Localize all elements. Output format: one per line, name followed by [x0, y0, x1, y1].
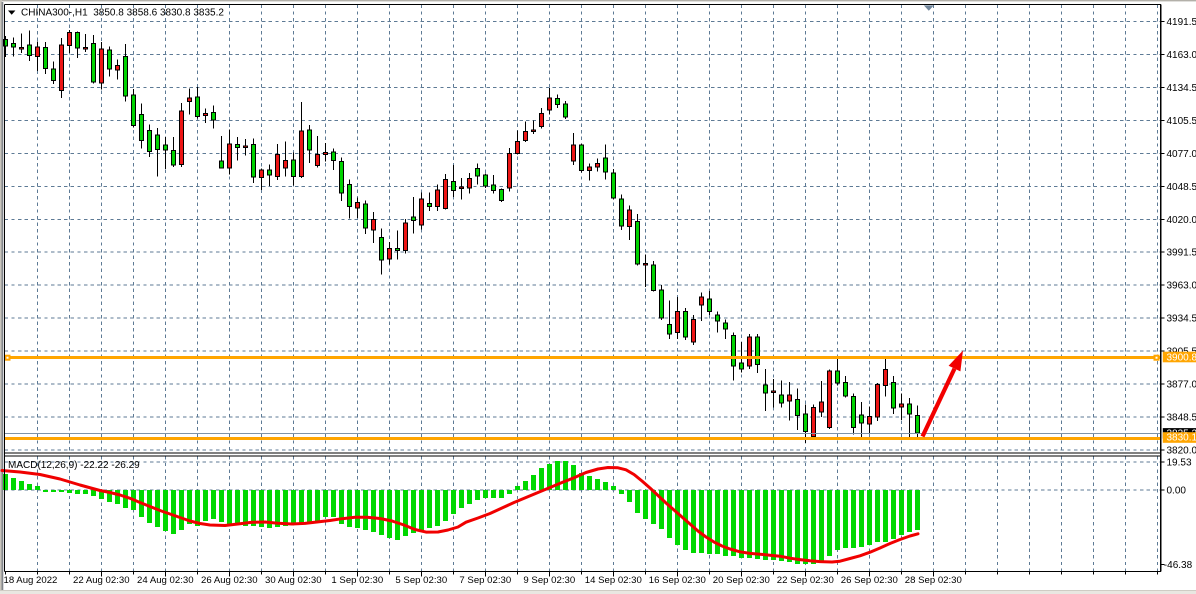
svg-text:4077.0: 4077.0	[1167, 149, 1196, 160]
svg-text:22 Sep 02:30: 22 Sep 02:30	[777, 575, 834, 586]
svg-text:28 Sep 02:30: 28 Sep 02:30	[905, 575, 962, 586]
svg-text:9 Sep 02:30: 9 Sep 02:30	[523, 575, 575, 586]
svg-text:3848.5: 3848.5	[1167, 413, 1196, 424]
svg-text:3900.8: 3900.8	[1167, 352, 1196, 363]
svg-text:3830.1: 3830.1	[1167, 433, 1196, 444]
svg-text:20 Sep 02:30: 20 Sep 02:30	[713, 575, 770, 586]
svg-text:CHINA300-,H1 3850.8 3858.6 38: CHINA300-,H1 3850.8 3858.6 3830.8 3835.2	[21, 8, 224, 19]
svg-text:4020.0: 4020.0	[1167, 215, 1196, 226]
svg-text:30 Aug 02:30: 30 Aug 02:30	[265, 575, 322, 586]
svg-text:4105.5: 4105.5	[1167, 116, 1196, 127]
svg-text:4191.5: 4191.5	[1167, 17, 1196, 28]
svg-text:7 Sep 02:30: 7 Sep 02:30	[459, 575, 511, 586]
svg-text:4163.0: 4163.0	[1167, 50, 1196, 61]
svg-text:26 Sep 02:30: 26 Sep 02:30	[841, 575, 898, 586]
svg-text:3963.0: 3963.0	[1167, 281, 1196, 292]
svg-text:3991.5: 3991.5	[1167, 248, 1196, 259]
svg-text:19.53: 19.53	[1167, 458, 1192, 469]
svg-text:MACD(12,26,9) -22.22 -26.29: MACD(12,26,9) -22.22 -26.29	[8, 460, 140, 471]
svg-text:14 Sep 02:30: 14 Sep 02:30	[585, 575, 642, 586]
svg-text:-46.38: -46.38	[1164, 560, 1193, 571]
svg-text:4134.5: 4134.5	[1167, 83, 1196, 94]
svg-text:3877.0: 3877.0	[1167, 380, 1196, 391]
svg-text:26 Aug 02:30: 26 Aug 02:30	[201, 575, 258, 586]
svg-text:16 Sep 02:30: 16 Sep 02:30	[649, 575, 706, 586]
svg-text:22 Aug 02:30: 22 Aug 02:30	[73, 575, 130, 586]
svg-text:3820.0: 3820.0	[1167, 446, 1196, 457]
svg-text:18 Aug 2022: 18 Aug 2022	[4, 575, 58, 586]
svg-text:1 Sep 02:30: 1 Sep 02:30	[331, 575, 383, 586]
svg-text:0.00: 0.00	[1167, 486, 1187, 497]
svg-text:5 Sep 02:30: 5 Sep 02:30	[395, 575, 447, 586]
svg-text:4048.5: 4048.5	[1167, 182, 1196, 193]
svg-text:24 Aug 02:30: 24 Aug 02:30	[137, 575, 194, 586]
svg-text:3934.5: 3934.5	[1167, 314, 1196, 325]
